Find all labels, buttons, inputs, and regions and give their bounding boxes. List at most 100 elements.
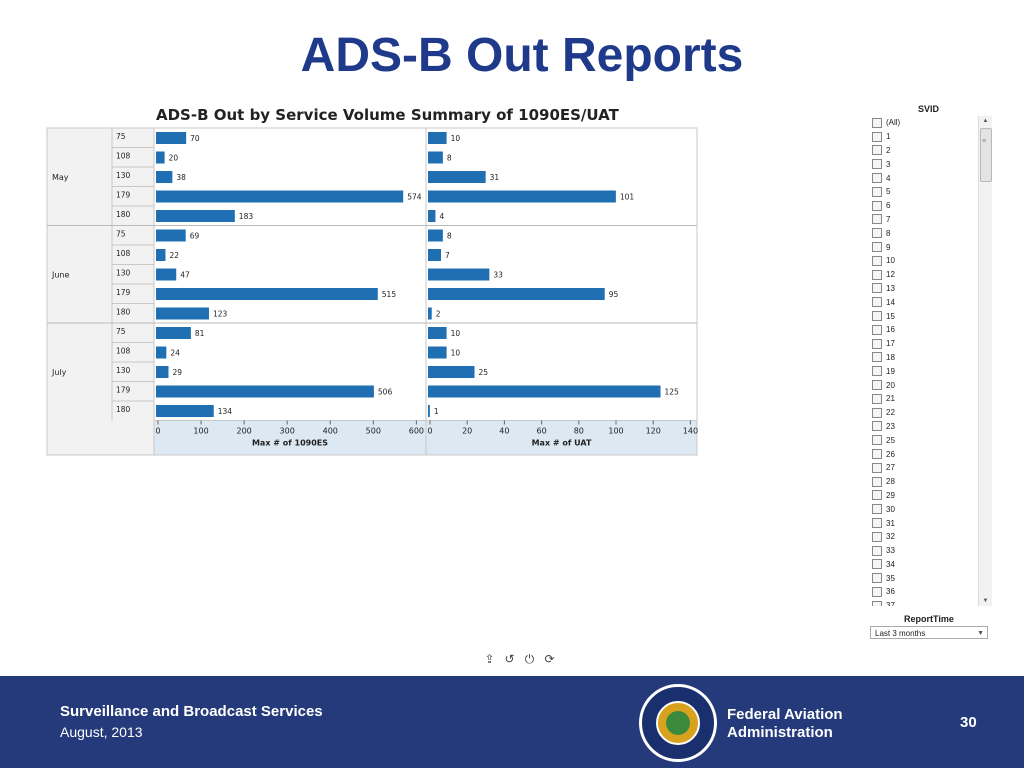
svid-option[interactable]: 1 bbox=[870, 130, 978, 144]
checkbox[interactable] bbox=[872, 255, 882, 266]
svid-option[interactable]: 37 bbox=[870, 599, 978, 606]
checkbox[interactable] bbox=[872, 186, 882, 197]
svid-option[interactable]: 16 bbox=[870, 323, 978, 337]
checkbox[interactable] bbox=[872, 228, 882, 239]
svid-option-label: 14 bbox=[886, 297, 895, 307]
svid-option[interactable]: 18 bbox=[870, 351, 978, 365]
checkbox[interactable] bbox=[872, 435, 882, 446]
refresh-icon[interactable]: ⟳ bbox=[544, 652, 555, 666]
svid-option[interactable]: 15 bbox=[870, 309, 978, 323]
checkbox[interactable] bbox=[872, 573, 882, 584]
tick-label: 100 bbox=[608, 427, 623, 436]
svid-option[interactable]: 10 bbox=[870, 254, 978, 268]
checkbox[interactable] bbox=[872, 173, 882, 184]
svid-option[interactable]: 8 bbox=[870, 226, 978, 240]
svid-option[interactable]: 25 bbox=[870, 433, 978, 447]
checkbox[interactable] bbox=[872, 545, 882, 556]
checkbox[interactable] bbox=[872, 490, 882, 501]
svid-label: 130 bbox=[116, 366, 131, 375]
checkbox[interactable] bbox=[872, 131, 882, 142]
scroll-thumb[interactable] bbox=[980, 128, 992, 182]
svid-option[interactable]: 2 bbox=[870, 144, 978, 158]
undo-icon[interactable]: ↺ bbox=[504, 652, 515, 666]
svid-checkbox-list[interactable]: (All) 1 2 3 4 5 6 7 8 9 10 12 13 14 15 16 17 18 19 20 21 22 23… bbox=[870, 116, 978, 606]
svid-option-label: 12 bbox=[886, 270, 895, 280]
bar bbox=[428, 210, 436, 222]
checkbox[interactable] bbox=[872, 421, 882, 432]
svid-label: 180 bbox=[116, 405, 131, 414]
svid-option[interactable]: 7 bbox=[870, 213, 978, 227]
checkbox[interactable] bbox=[872, 504, 882, 515]
svid-option[interactable]: (All) bbox=[870, 116, 978, 130]
svid-option[interactable]: 33 bbox=[870, 544, 978, 558]
svid-option[interactable]: 9 bbox=[870, 240, 978, 254]
data-label: 69 bbox=[190, 232, 200, 241]
checkbox[interactable] bbox=[872, 518, 882, 528]
checkbox[interactable] bbox=[872, 283, 882, 294]
svid-option[interactable]: 5 bbox=[870, 185, 978, 199]
svid-option-label: 35 bbox=[886, 573, 895, 583]
svid-option-label: 27 bbox=[886, 463, 895, 473]
checkbox[interactable] bbox=[872, 366, 882, 377]
scroll-up-icon[interactable]: ▲ bbox=[982, 118, 989, 124]
svid-option[interactable]: 28 bbox=[870, 475, 978, 489]
checkbox[interactable] bbox=[872, 117, 882, 128]
checkbox[interactable] bbox=[872, 393, 882, 404]
svid-option[interactable]: 13 bbox=[870, 282, 978, 296]
report-time-dropdown[interactable]: Last 3 months ▼ bbox=[870, 626, 988, 639]
svid-option[interactable]: 30 bbox=[870, 502, 978, 516]
checkbox[interactable] bbox=[872, 407, 882, 418]
month-label: May bbox=[52, 173, 69, 182]
scroll-down-icon[interactable]: ▼ bbox=[982, 598, 989, 604]
checkbox[interactable] bbox=[872, 145, 882, 156]
svid-option[interactable]: 6 bbox=[870, 199, 978, 213]
svid-option[interactable]: 22 bbox=[870, 406, 978, 420]
svid-scrollbar[interactable]: ▲ ≡ ▼ bbox=[978, 116, 992, 606]
svid-option[interactable]: 17 bbox=[870, 337, 978, 351]
checkbox[interactable] bbox=[872, 297, 882, 308]
checkbox[interactable] bbox=[872, 352, 882, 363]
checkbox[interactable] bbox=[872, 324, 882, 335]
svid-option[interactable]: 35 bbox=[870, 571, 978, 585]
export-icon[interactable]: ⇪ bbox=[484, 652, 495, 666]
checkbox[interactable] bbox=[872, 200, 882, 211]
checkbox[interactable] bbox=[872, 586, 882, 597]
svid-option-label: 25 bbox=[886, 435, 895, 445]
checkbox[interactable] bbox=[872, 531, 882, 542]
svid-option[interactable]: 19 bbox=[870, 364, 978, 378]
svid-option[interactable]: 27 bbox=[870, 461, 978, 475]
svid-option[interactable]: 23 bbox=[870, 420, 978, 434]
svid-option[interactable]: 20 bbox=[870, 378, 978, 392]
svid-option-label: 15 bbox=[886, 311, 895, 321]
checkbox[interactable] bbox=[872, 269, 882, 280]
checkbox[interactable] bbox=[872, 559, 882, 570]
checkbox[interactable] bbox=[872, 242, 882, 253]
svid-option[interactable]: 31 bbox=[870, 516, 978, 530]
bar bbox=[156, 229, 186, 242]
pause-icon[interactable]: ⏻ bbox=[524, 652, 535, 666]
axis-title: Max # of 1090ES bbox=[252, 439, 328, 448]
checkbox[interactable] bbox=[872, 338, 882, 349]
checkbox[interactable] bbox=[872, 214, 882, 225]
svid-option[interactable]: 29 bbox=[870, 489, 978, 503]
checkbox[interactable] bbox=[872, 600, 882, 606]
checkbox[interactable] bbox=[872, 462, 882, 473]
checkbox[interactable] bbox=[872, 476, 882, 487]
svid-option[interactable]: 26 bbox=[870, 447, 978, 461]
data-label: 47 bbox=[180, 271, 190, 280]
svid-option[interactable]: 36 bbox=[870, 585, 978, 599]
checkbox[interactable] bbox=[872, 380, 882, 391]
svid-option[interactable]: 14 bbox=[870, 295, 978, 309]
checkbox[interactable] bbox=[872, 159, 882, 170]
data-label: 10 bbox=[451, 349, 461, 358]
checkbox[interactable] bbox=[872, 311, 882, 322]
svid-option[interactable]: 21 bbox=[870, 392, 978, 406]
grip-icon: ≡ bbox=[982, 138, 987, 145]
svid-option[interactable]: 32 bbox=[870, 530, 978, 544]
svid-option[interactable]: 34 bbox=[870, 558, 978, 572]
svid-option[interactable]: 3 bbox=[870, 157, 978, 171]
checkbox[interactable] bbox=[872, 449, 882, 460]
svid-option-label: 28 bbox=[886, 477, 895, 487]
svid-option[interactable]: 4 bbox=[870, 171, 978, 185]
svid-option[interactable]: 12 bbox=[870, 268, 978, 282]
